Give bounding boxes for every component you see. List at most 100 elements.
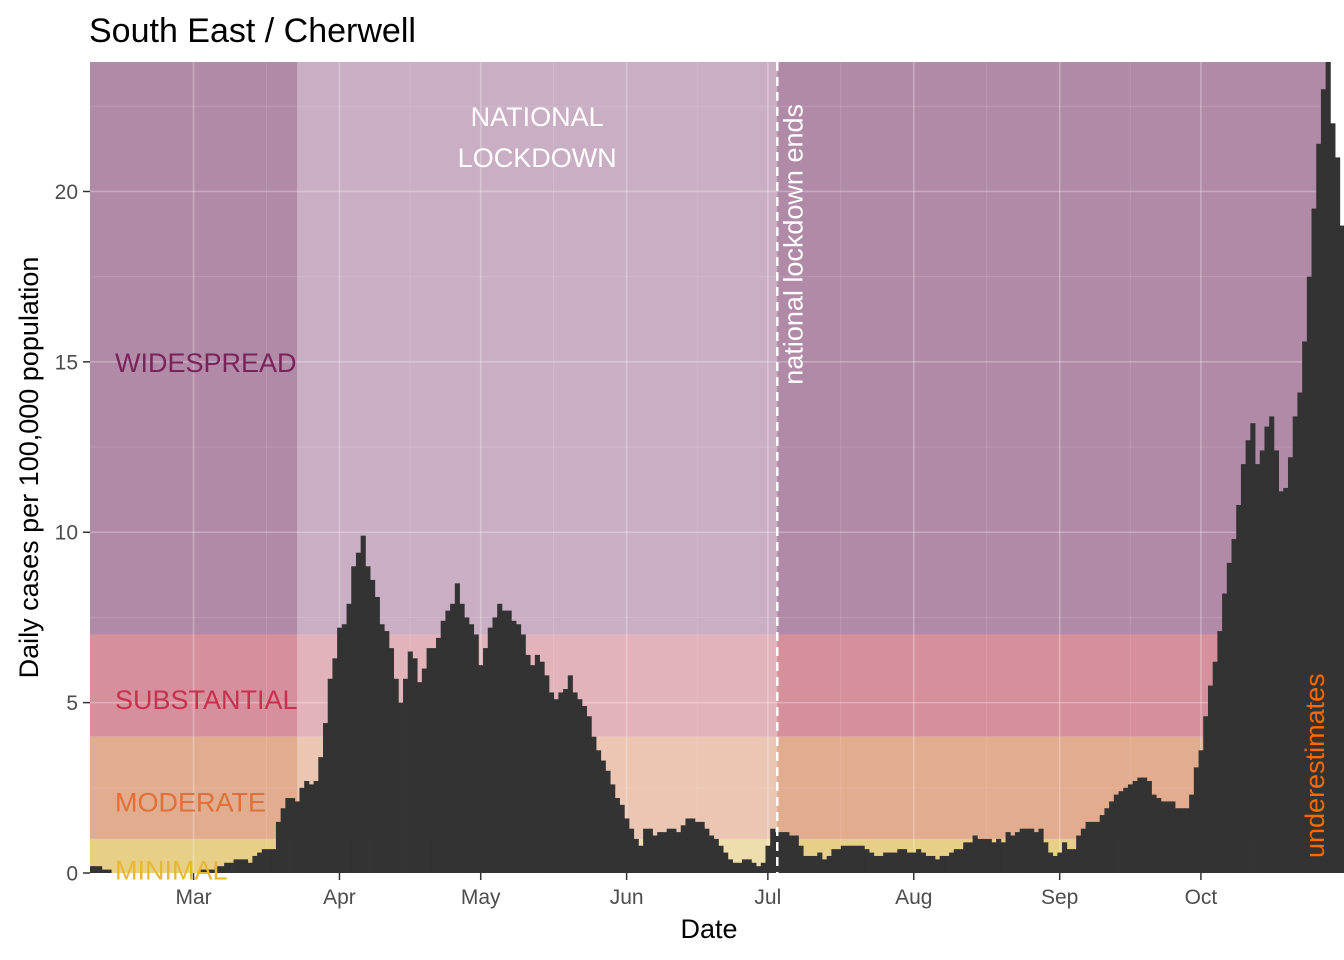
case-bar xyxy=(600,760,606,873)
case-bar xyxy=(826,855,832,873)
case-bar xyxy=(511,620,517,873)
plot-panel: MINIMAL MODERATE SUBSTANTIAL WIDESPREAD NAT… xyxy=(90,62,1344,886)
case-bar xyxy=(812,855,818,873)
case-bar xyxy=(205,869,211,873)
case-bar xyxy=(290,798,296,873)
case-bar xyxy=(854,845,861,873)
case-bar xyxy=(1047,852,1054,873)
case-bar xyxy=(275,821,282,873)
case-bar xyxy=(346,603,352,873)
case-bar xyxy=(1080,828,1086,873)
case-bar xyxy=(370,579,376,873)
case-bar xyxy=(398,702,404,873)
case-bar xyxy=(605,770,611,873)
case-bar xyxy=(661,832,668,873)
case-bar xyxy=(577,699,583,873)
case-bar xyxy=(530,665,536,873)
case-bar xyxy=(694,821,700,873)
case-bar xyxy=(224,862,230,873)
case-bar xyxy=(911,852,917,873)
case-bar xyxy=(1094,821,1101,873)
case-bar xyxy=(760,862,766,873)
case-bar xyxy=(944,855,950,873)
case-bar xyxy=(1335,157,1341,874)
case-bar xyxy=(770,828,776,873)
case-bar xyxy=(774,832,781,873)
band-substantial xyxy=(90,634,1328,737)
case-bar xyxy=(548,692,555,873)
case-bar xyxy=(840,845,846,873)
case-bar xyxy=(445,610,451,873)
x-tick-label: Apr xyxy=(323,886,356,909)
case-bar xyxy=(883,852,889,873)
case-bar xyxy=(1325,62,1331,873)
case-bar xyxy=(572,692,578,873)
case-bar xyxy=(821,859,828,873)
case-bar xyxy=(1109,801,1115,873)
y-tick-label: 5 xyxy=(66,692,78,715)
case-bar xyxy=(1170,801,1176,873)
case-bar xyxy=(986,838,992,873)
case-bar xyxy=(318,757,324,873)
case-bar xyxy=(690,818,696,873)
case-bar xyxy=(1250,423,1256,873)
case-bar xyxy=(1302,341,1308,873)
case-bar xyxy=(1057,852,1063,873)
case-bar xyxy=(624,818,630,873)
case-bar xyxy=(1259,450,1265,873)
case-bar xyxy=(1076,835,1082,873)
case-bar xyxy=(1005,832,1011,873)
case-bar xyxy=(1165,801,1171,873)
case-bar xyxy=(1104,808,1110,873)
x-axis: Mar Apr May Jun Jul Aug Sep Oct xyxy=(175,873,1217,909)
case-bar xyxy=(1127,784,1134,873)
case-bar xyxy=(210,869,216,873)
case-bar xyxy=(97,866,103,873)
case-bar xyxy=(294,801,300,873)
case-bar xyxy=(473,634,479,873)
case-bar xyxy=(878,855,884,873)
case-bar xyxy=(746,859,752,873)
case-bar xyxy=(421,668,427,873)
case-bar xyxy=(440,620,446,873)
case-bar xyxy=(619,804,625,873)
case-bar xyxy=(238,859,244,873)
case-bar xyxy=(901,849,908,873)
case-bar xyxy=(873,855,879,873)
case-bar xyxy=(1010,835,1016,873)
y-axis: 0 5 10 15 20 xyxy=(55,181,90,886)
case-bar xyxy=(1316,143,1322,874)
case-bar xyxy=(308,784,314,873)
case-bar xyxy=(1222,593,1228,873)
alert-bands xyxy=(90,62,1328,873)
case-bar xyxy=(977,838,983,873)
case-bar xyxy=(949,852,955,873)
case-bar xyxy=(351,566,357,873)
case-bar xyxy=(487,627,493,873)
case-bar xyxy=(1071,849,1077,873)
case-bar xyxy=(920,852,926,873)
case-bar xyxy=(1062,842,1068,873)
case-bar xyxy=(859,845,865,873)
case-bar xyxy=(553,699,559,873)
case-bar xyxy=(407,651,413,873)
case-bar xyxy=(633,838,639,873)
case-bar xyxy=(953,849,959,873)
case-bar xyxy=(996,838,1002,873)
case-bar xyxy=(666,828,672,873)
case-bar xyxy=(1306,276,1312,873)
x-tick-label: Jun xyxy=(610,886,644,909)
case-bar xyxy=(850,845,856,873)
x-tick-label: Sep xyxy=(1041,886,1078,909)
case-bar xyxy=(751,862,757,873)
case-bar xyxy=(412,658,418,873)
case-bar xyxy=(1231,539,1237,873)
case-bar xyxy=(1142,777,1148,873)
case-bar xyxy=(544,675,550,873)
case-bar xyxy=(106,869,112,873)
case-bar xyxy=(930,855,936,873)
case-bar xyxy=(374,596,380,873)
case-bar xyxy=(713,838,719,873)
case-bar xyxy=(1269,416,1275,873)
